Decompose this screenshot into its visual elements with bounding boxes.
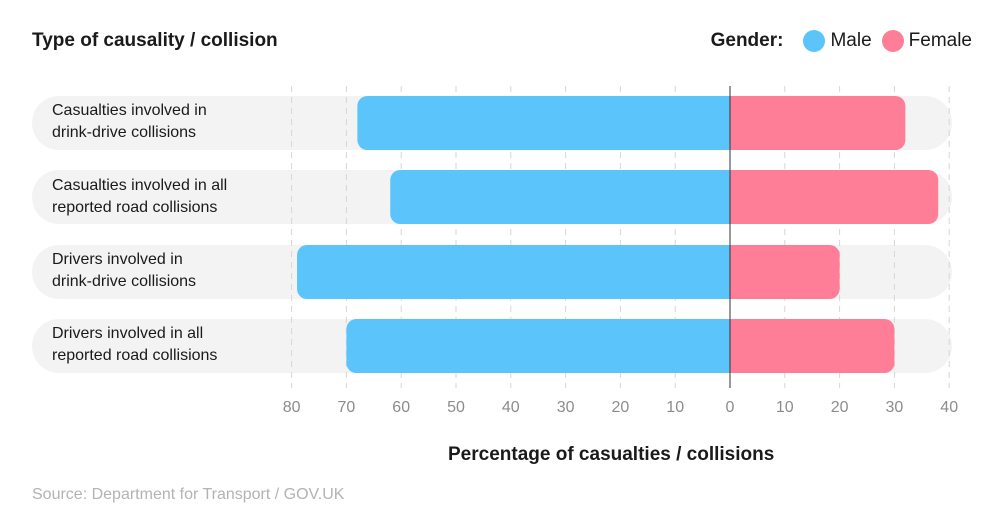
legend-label-female: Female (908, 30, 972, 51)
x-tick-label: 80 (283, 399, 301, 416)
category-label-3-line-1: Drivers involved in (52, 251, 183, 268)
bar-male-2-inner (718, 170, 730, 224)
x-tick-label: 20 (831, 399, 849, 416)
y-axis-title: Type of causality / collision (32, 30, 278, 51)
x-tick-label: 30 (557, 399, 575, 416)
category-label-3: Drivers involved in drink-drive collisio… (52, 249, 282, 293)
category-label-1-line-2: drink-drive collisions (52, 124, 197, 141)
x-tick-label: 10 (666, 399, 684, 416)
bar-male-1 (357, 96, 730, 150)
category-label-4: Drivers involved in all reported road co… (52, 323, 282, 367)
category-label-1: Casualties involved in drink-drive colli… (52, 100, 282, 144)
bar-male-2 (390, 170, 730, 224)
legend-item-male: Male (803, 30, 872, 52)
bar-female-2-inner (730, 170, 742, 224)
source-note: Source: Department for Transport / GOV.U… (32, 486, 345, 503)
category-label-3-line-2: drink-drive collisions (52, 273, 197, 290)
bar-male-1-inner (718, 96, 730, 150)
bar-male-4-inner (718, 319, 730, 373)
category-label-2-line-2: reported road collisions (52, 199, 218, 216)
x-tick-label: 20 (612, 399, 630, 416)
category-label-4-line-1: Drivers involved in all (52, 325, 204, 342)
bar-female-4 (730, 319, 895, 373)
category-label-2-line-1: Casualties involved in all (52, 177, 228, 194)
x-tick-label: 10 (776, 399, 794, 416)
x-tick-label: 30 (886, 399, 904, 416)
legend-swatch-male (803, 30, 826, 52)
bar-male-4 (346, 319, 730, 373)
category-label-1-line-1: Casualties involved in (52, 102, 207, 119)
category-label-4-line-2: reported road collisions (52, 347, 218, 364)
legend-item-female: Female (881, 30, 972, 52)
bar-male-3-inner (718, 245, 730, 299)
bar-female-3 (730, 245, 840, 299)
x-tick-label: 70 (338, 399, 356, 416)
bar-female-1 (730, 96, 906, 150)
x-tick-label: 60 (392, 399, 410, 416)
x-tick-label: 50 (447, 399, 465, 416)
legend-swatch-female (881, 30, 904, 52)
x-axis-title: Percentage of casualties / collisions (448, 444, 775, 465)
legend-title: Gender: (710, 30, 784, 51)
bar-female-3-inner (730, 245, 742, 299)
x-tick-label: 0 (726, 399, 735, 416)
bar-female-4-inner (730, 319, 742, 373)
x-tick-label: 40 (940, 399, 958, 416)
bar-female-1-inner (730, 96, 742, 150)
x-tick-label: 40 (502, 399, 520, 416)
legend-label-male: Male (830, 30, 872, 51)
legend: Gender: Male Female (711, 30, 972, 52)
bar-female-2 (730, 170, 939, 224)
bar-male-3 (297, 245, 730, 299)
category-label-2: Casualties involved in all reported road… (52, 175, 282, 219)
